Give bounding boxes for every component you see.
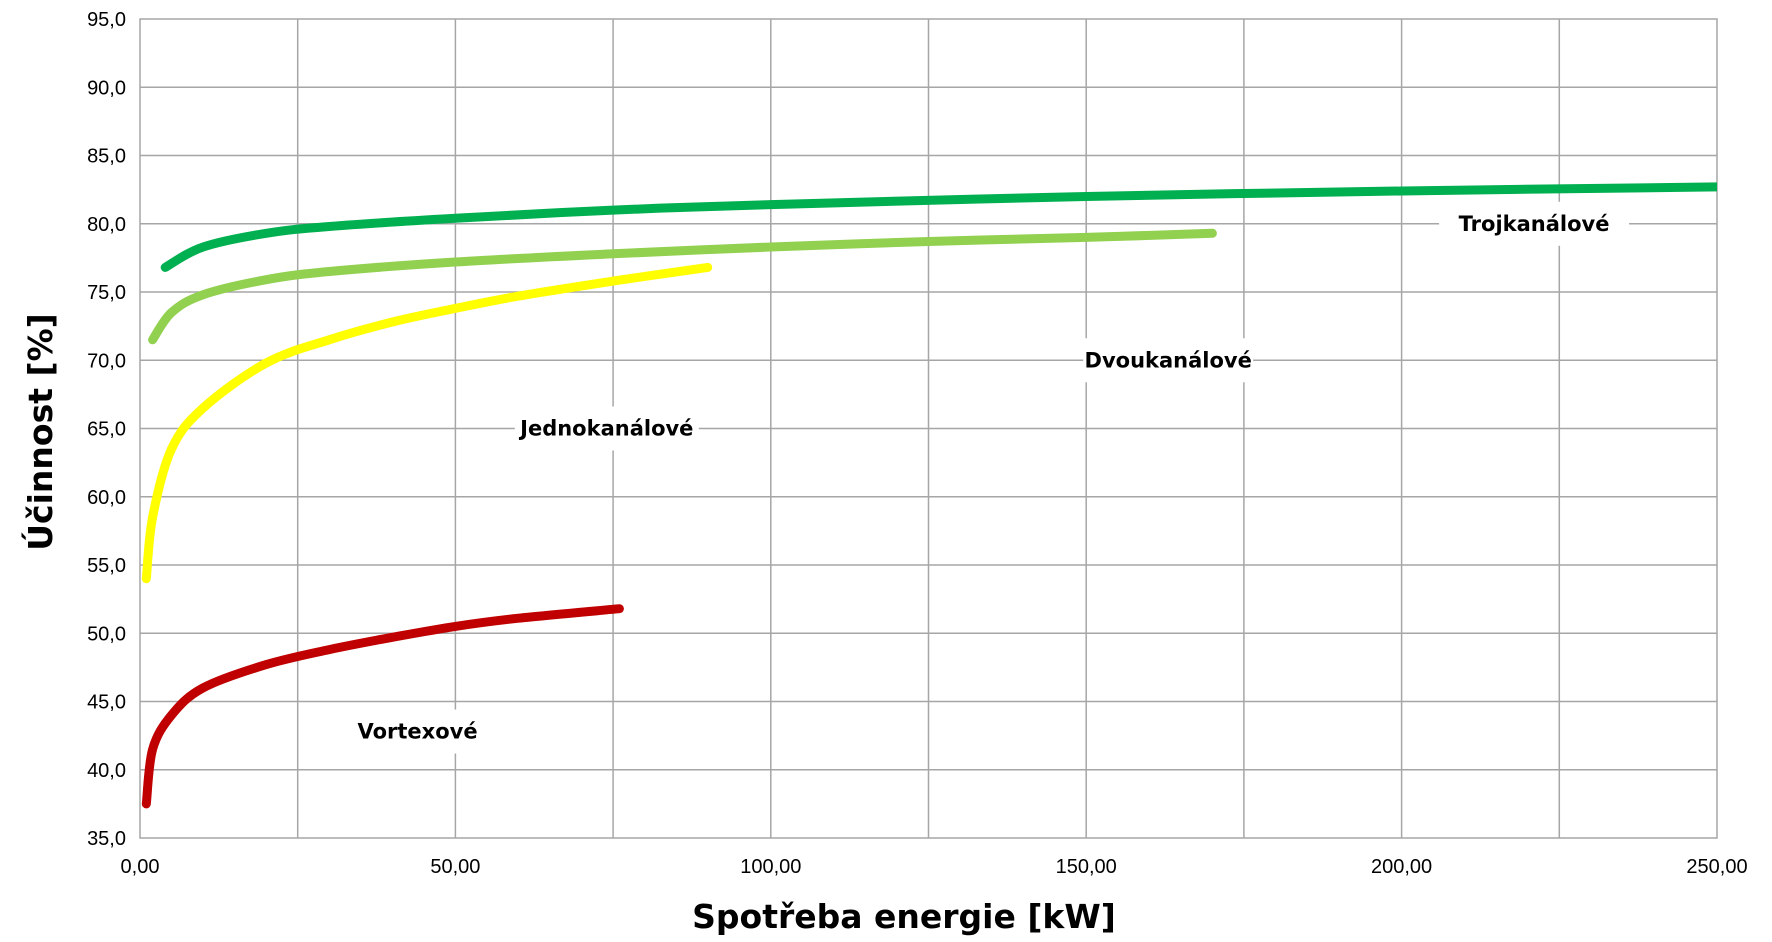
y-tick-label: 35,0 bbox=[87, 828, 126, 850]
x-tick-label: 0,00 bbox=[121, 856, 160, 878]
y-tick-label: 55,0 bbox=[87, 555, 126, 577]
y-tick-label: 45,0 bbox=[87, 692, 126, 714]
x-tick-label: 100,00 bbox=[740, 856, 801, 878]
y-tick-label: 70,0 bbox=[87, 350, 126, 372]
series-label-box bbox=[514, 406, 699, 451]
y-tick-label: 65,0 bbox=[87, 419, 126, 441]
y-tick-label: 85,0 bbox=[87, 146, 126, 168]
y-axis-title: Účinnost [%] bbox=[20, 313, 60, 550]
y-tick-label: 80,0 bbox=[87, 214, 126, 236]
series-line-trojkanalove bbox=[160, 182, 1717, 272]
x-axis-title: Spotřeba energie [kW] bbox=[692, 897, 1116, 936]
y-tick-label: 75,0 bbox=[87, 282, 126, 304]
series-lines bbox=[141, 182, 1717, 809]
series-line-jednokanalove bbox=[141, 262, 713, 584]
x-tick-label: 150,00 bbox=[1056, 856, 1117, 878]
series-line-vortexove bbox=[141, 604, 624, 809]
series-label-box bbox=[1083, 338, 1254, 383]
y-tick-label: 60,0 bbox=[87, 487, 126, 509]
series-label-vortexove: Vortexové bbox=[358, 720, 478, 744]
series-labels: Trojkanálové Dvoukanálové Jednokanálové Vor… bbox=[349, 201, 1630, 754]
series-line-dvoukanalove bbox=[148, 228, 1217, 345]
y-tick-label: 50,0 bbox=[87, 623, 126, 645]
series-label-trojkanalove: Trojkanálové bbox=[1459, 212, 1610, 236]
y-tick-label: 95,0 bbox=[87, 9, 126, 31]
series-label-box bbox=[1439, 201, 1630, 246]
y-tick-label: 90,0 bbox=[87, 77, 126, 99]
x-tick-label: 250,00 bbox=[1686, 856, 1747, 878]
x-tick-label: 200,00 bbox=[1371, 856, 1432, 878]
x-tick-label: 50,00 bbox=[430, 856, 480, 878]
series-label-dvoukanalove: Dvoukanálové bbox=[1085, 348, 1252, 372]
series-label-box bbox=[349, 709, 486, 754]
y-tick-label: 40,0 bbox=[87, 760, 126, 782]
tick-labels: 0,00 50,00 100,00 150,00 200,00 250,00 35,0 40,… bbox=[87, 9, 1748, 878]
series-label-jednokanalove: Jednokanálové bbox=[518, 417, 693, 441]
